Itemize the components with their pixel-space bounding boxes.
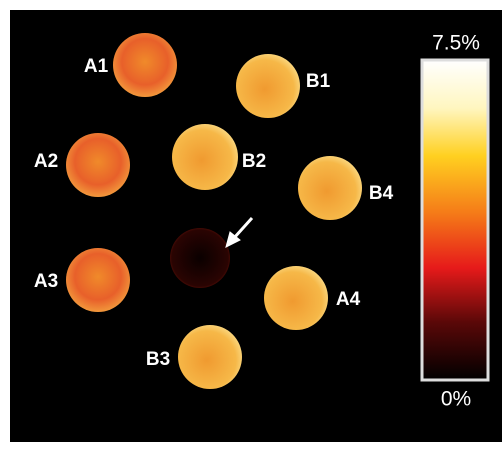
colorbar-min-label: 0%: [441, 388, 471, 411]
sample-label: B4: [369, 183, 394, 204]
sample-label: A3: [34, 271, 58, 292]
sample-label: B2: [242, 151, 266, 172]
empty-disc: [170, 228, 230, 288]
sample-disc: [66, 133, 130, 197]
page: A1 B1 A2 B2 B4 A3 A4 B3 7.5% 0% (() => {…: [0, 0, 502, 452]
colorbar-max-label: 7.5%: [432, 32, 480, 55]
sample-disc: [178, 325, 242, 389]
sample-label: B3: [146, 349, 170, 370]
sample-disc: [264, 266, 328, 330]
sample-disc: [298, 156, 362, 220]
sample-label: A2: [34, 151, 58, 172]
sample-label: A1: [84, 56, 109, 77]
sample-disc: [66, 248, 130, 312]
figure: A1 B1 A2 B2 B4 A3 A4 B3 7.5% 0%: [0, 0, 502, 452]
colorbar: [422, 60, 488, 380]
sample-label: B1: [306, 71, 331, 92]
sample-label: A4: [336, 289, 361, 310]
sample-disc: [172, 124, 238, 190]
sample-disc: [236, 54, 300, 118]
sample-disc: [113, 33, 177, 97]
